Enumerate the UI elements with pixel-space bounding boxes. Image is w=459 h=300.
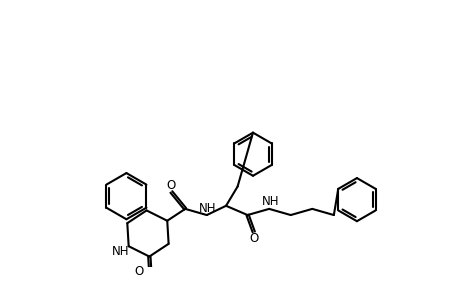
Text: O: O: [134, 266, 144, 278]
Text: NH: NH: [198, 202, 216, 214]
Text: NH: NH: [112, 245, 129, 258]
Text: O: O: [249, 232, 258, 244]
Text: O: O: [166, 179, 176, 192]
Text: NH: NH: [261, 196, 279, 208]
